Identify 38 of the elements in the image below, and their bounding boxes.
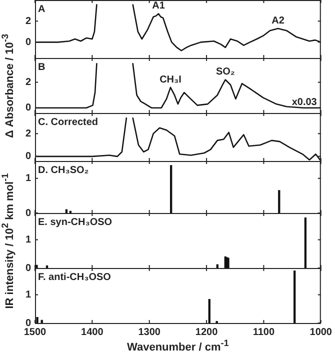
chart-title: F. anti-CH₃OSO (38, 272, 112, 283)
y-tick-label: 0 (25, 318, 32, 329)
y-tick-label: 2 (25, 16, 32, 27)
y-tick-label: 1 (25, 234, 32, 246)
y-tick-label: 1 (25, 173, 32, 184)
bar (170, 165, 172, 213)
y-tick-label: 1 (25, 290, 32, 301)
chart-title: A (38, 4, 46, 15)
bar (208, 298, 210, 323)
chart-title: B (38, 62, 46, 73)
annotation: A2 (272, 15, 285, 26)
annotation: A1 (152, 0, 166, 12)
x-tick-label: 1300 (138, 326, 161, 338)
y-tick-label: 0 (25, 208, 32, 219)
chart-title: C. Corrected (38, 116, 98, 128)
y-tick-label: 0 (25, 102, 32, 114)
x-tick-label: 1400 (81, 326, 104, 338)
x-axis-title: Wavenumber / cm$^{-1}$ (126, 338, 229, 354)
bar (304, 217, 307, 268)
x-tick-label: 1100 (252, 326, 275, 338)
chart-title: E. syn-CH₃OSO (38, 216, 112, 228)
bar (36, 317, 38, 323)
y-tick-label: 0 (25, 151, 32, 162)
bar (65, 209, 68, 213)
x-tick-label: 1200 (195, 326, 218, 338)
annotation: SO₂ (216, 66, 235, 78)
annotation: x0.03 (292, 96, 318, 108)
bar (46, 265, 48, 268)
y-tick-label: 0 (25, 36, 32, 48)
y-tick-label: 2 (25, 128, 32, 140)
y-tick-label: 0 (25, 262, 32, 274)
annotation: CH₃I (160, 74, 182, 86)
bar (293, 270, 296, 323)
bar (278, 190, 280, 213)
chart-title: D. CH₃SO₂ (38, 164, 89, 176)
x-tick-label: 1500 (24, 326, 47, 338)
x-tick-label: 1000 (310, 326, 332, 338)
y-tick-label: 2 (25, 77, 32, 88)
